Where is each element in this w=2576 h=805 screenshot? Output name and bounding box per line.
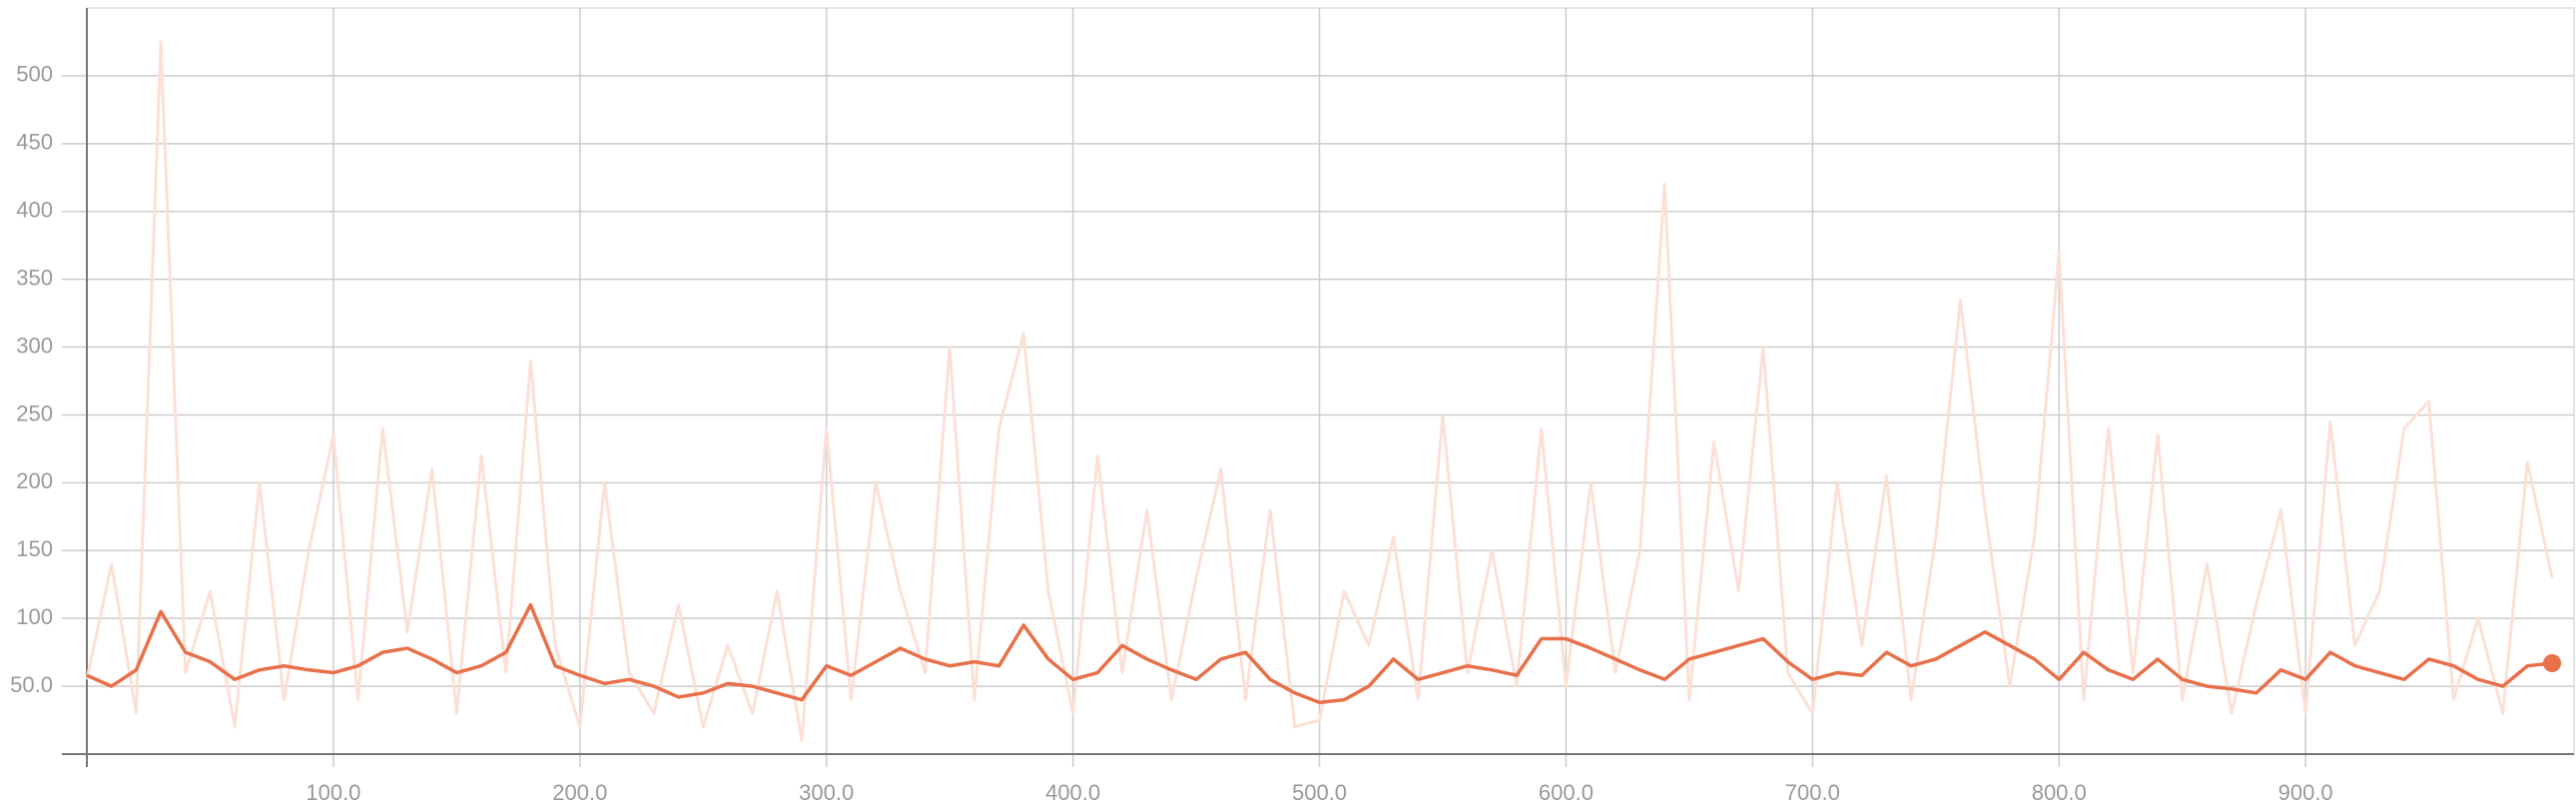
y-tick-label: 500 bbox=[16, 62, 53, 87]
y-tick-label: 200 bbox=[16, 468, 53, 493]
x-tick-label: 900.0 bbox=[2278, 780, 2333, 805]
y-tick-label: 450 bbox=[16, 130, 53, 155]
x-tick-label: 500.0 bbox=[1292, 780, 1347, 805]
x-tick-label: 800.0 bbox=[2032, 780, 2087, 805]
y-tick-label: 150 bbox=[16, 536, 53, 561]
x-tick-label: 100.0 bbox=[306, 780, 360, 805]
plot-frame bbox=[86, 7, 2575, 755]
y-tick-label: 350 bbox=[16, 265, 53, 290]
x-tick-label: 400.0 bbox=[1045, 780, 1100, 805]
series-line bbox=[85, 40, 2554, 742]
y-tick-label: 100 bbox=[16, 604, 53, 629]
series-line bbox=[86, 602, 2553, 705]
y-tick-label: 50.0 bbox=[10, 672, 53, 697]
end-dot bbox=[2543, 654, 2562, 673]
x-tick-label: 600.0 bbox=[1539, 780, 1594, 805]
y-tick-label: 250 bbox=[16, 401, 53, 425]
x-tick-label: 200.0 bbox=[552, 780, 607, 805]
y-tick-label: 400 bbox=[16, 198, 53, 223]
x-tick-label: 300.0 bbox=[799, 780, 854, 805]
x-tick-label: 700.0 bbox=[1785, 780, 1840, 805]
y-tick-label: 300 bbox=[16, 333, 53, 358]
